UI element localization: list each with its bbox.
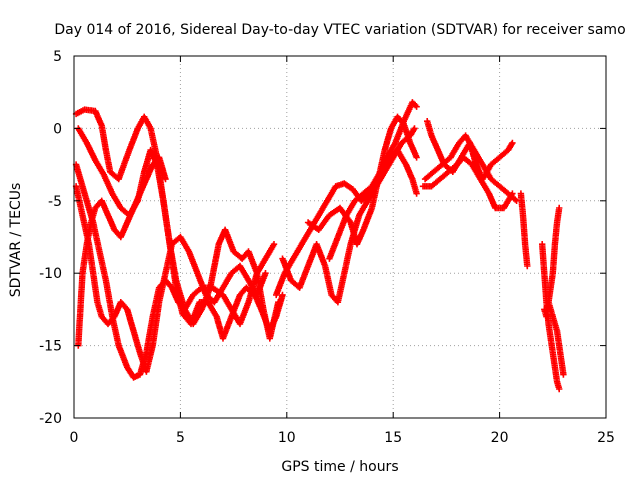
x-axis-label: GPS time / hours bbox=[281, 459, 398, 475]
x-tick-label: 5 bbox=[176, 430, 185, 446]
data-marks bbox=[72, 106, 282, 342]
y-tick-label: 0 bbox=[53, 121, 62, 137]
series-track-9 bbox=[326, 146, 420, 262]
data-marks bbox=[517, 190, 531, 270]
data-marks bbox=[304, 113, 420, 248]
axis-ticks: 0 5 10 15 20 25 -20 -15 -10 -5 0 5 bbox=[39, 49, 615, 446]
y-tick-label: 5 bbox=[53, 49, 62, 65]
data-marks bbox=[424, 118, 516, 183]
series-track-13 bbox=[517, 190, 531, 270]
series-track-1 bbox=[72, 106, 282, 342]
plot-frame bbox=[73, 55, 607, 419]
series-track-12 bbox=[419, 154, 516, 212]
data-marks bbox=[72, 183, 269, 375]
y-tick-label: -20 bbox=[39, 411, 62, 427]
x-tick-label: 20 bbox=[491, 430, 509, 446]
data-marks bbox=[545, 204, 563, 306]
x-tick-label: 25 bbox=[597, 430, 615, 446]
x-tick-label: 0 bbox=[70, 430, 79, 446]
data-marks bbox=[326, 146, 420, 262]
y-tick-label: -5 bbox=[48, 194, 62, 210]
data-marks bbox=[421, 132, 520, 204]
series-track-4 bbox=[72, 183, 269, 375]
data-marks bbox=[541, 299, 567, 378]
x-tick-label: 15 bbox=[384, 430, 402, 446]
y-tick-label: -10 bbox=[39, 266, 62, 282]
chart-title: Day 014 of 2016, Sidereal Day-to-day VTE… bbox=[54, 22, 625, 38]
series-track-8 bbox=[304, 113, 420, 248]
series-track-16 bbox=[541, 299, 567, 378]
data-points bbox=[72, 99, 567, 393]
series-track-15 bbox=[545, 204, 563, 306]
series-track-10 bbox=[424, 118, 516, 183]
x-tick-label: 10 bbox=[278, 430, 296, 446]
y-axis-label: SDTVAR / TECUs bbox=[8, 183, 24, 298]
data-marks bbox=[419, 154, 516, 212]
y-tick-label: -15 bbox=[39, 339, 62, 355]
series-track-11 bbox=[421, 132, 520, 204]
